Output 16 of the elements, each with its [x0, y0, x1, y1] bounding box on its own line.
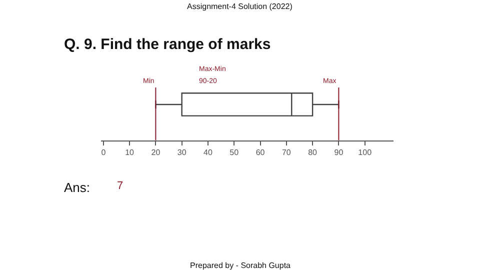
x-tick-label: 60	[256, 148, 266, 157]
text: Ans:	[64, 180, 90, 195]
x-tick-label: 0	[101, 148, 106, 157]
x-tick-label: 30	[177, 148, 187, 157]
x-tick-label: 70	[282, 148, 292, 157]
x-tick-label: 10	[125, 148, 135, 157]
x-tick-label: 90	[334, 148, 344, 157]
x-tick-label: 80	[308, 148, 318, 157]
chart-title: Q. 9. Find the range of marks	[64, 36, 271, 53]
x-tick-label: 20	[151, 148, 161, 157]
text: Prepared by - Sorabh Gupta	[190, 261, 292, 270]
x-tick-label: 40	[204, 148, 213, 157]
x-tick-label: 100	[358, 148, 372, 157]
text: 7	[117, 180, 124, 192]
x-tick-label: 50	[230, 148, 240, 157]
chart-subtitle: Assignment-4 Solution (2022)	[187, 2, 293, 11]
